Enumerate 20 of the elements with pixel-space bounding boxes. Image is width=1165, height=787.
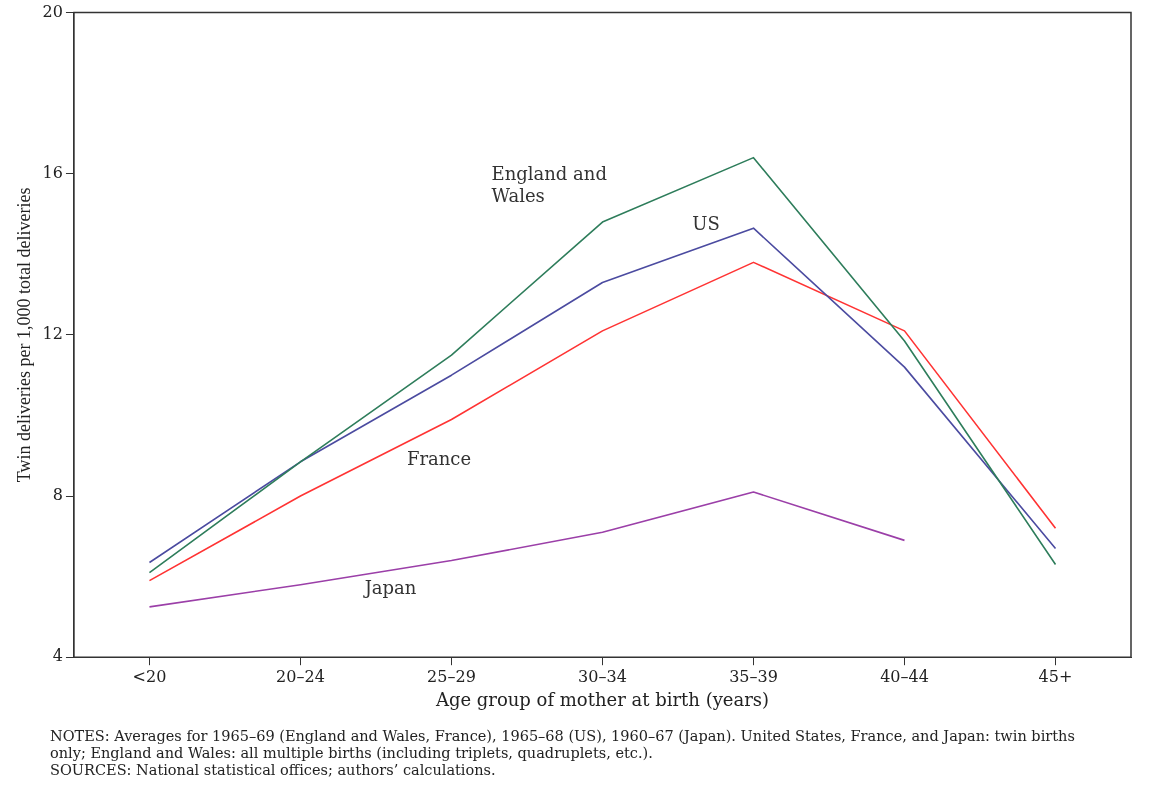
y-tick-label: 16 <box>42 162 63 182</box>
series-label: US <box>692 212 720 234</box>
x-tick-label: 25–29 <box>427 666 476 686</box>
series-label: England and Wales <box>491 163 607 207</box>
series-label: France <box>406 448 472 470</box>
x-tick-label: 35–39 <box>729 666 778 686</box>
x-tick-label: <20 <box>132 666 167 686</box>
x-tick-label: 45+ <box>1038 666 1073 686</box>
x-axis-title: Age group of mother at birth (years) <box>434 688 770 710</box>
x-tick-label: 40–44 <box>880 666 929 686</box>
y-tick-label: 12 <box>42 324 63 344</box>
y-tick-label: 20 <box>42 1 63 21</box>
y-tick-label: 8 <box>52 485 63 505</box>
x-tick-label: 30–34 <box>578 666 627 686</box>
x-tick-label: 20–24 <box>276 666 325 686</box>
y-axis-title: Twin deliveries per 1,000 total deliveries <box>13 187 34 483</box>
y-tick-label: 4 <box>52 646 63 666</box>
text: NOTES: Averages for 1965–69 (England and Wales, France), 1965–68 (US), 1960–67 (Japan). United States, France, and Japan: twin births only; England and Wales: all multiple births (including triplets, quadruplets, etc.). <box>50 728 1076 762</box>
source-note: SOURCES: National statistical offices; authors’ calculations. <box>50 762 497 779</box>
series-label: Japan <box>362 577 417 599</box>
